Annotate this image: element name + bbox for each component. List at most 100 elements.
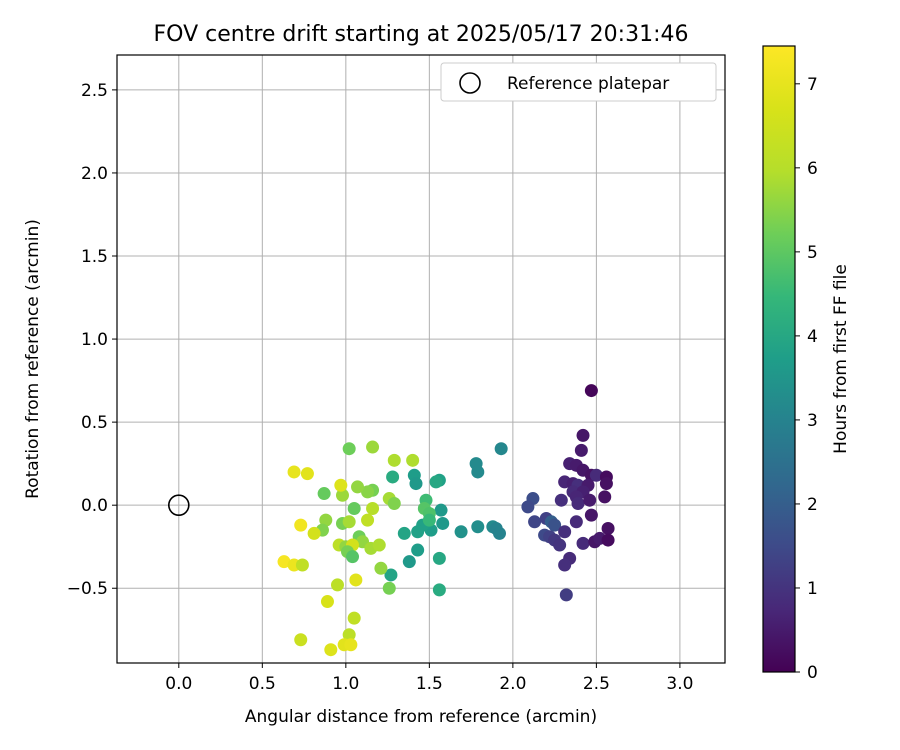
- data-point: [576, 536, 590, 550]
- data-point: [411, 543, 425, 557]
- legend: Reference platepar: [440, 62, 717, 102]
- data-point: [346, 550, 360, 564]
- data-point: [335, 488, 349, 502]
- data-point: [342, 628, 356, 642]
- colorbar-ticks: 0 1 2 3 4 5 6 7: [795, 75, 818, 683]
- data-point: [324, 643, 338, 657]
- data-point: [334, 478, 348, 492]
- data-point: [548, 518, 562, 532]
- data-point: [317, 487, 331, 501]
- colorbar-tick-label: 6: [807, 159, 818, 179]
- data-point: [589, 468, 603, 482]
- data-point: [330, 578, 344, 592]
- colorbar-label: Hours from first FF file: [831, 264, 851, 454]
- colorbar-tick-label: 7: [807, 75, 818, 95]
- data-point: [387, 497, 401, 511]
- data-point: [319, 513, 333, 527]
- x-axis-label: Angular distance from reference (arcmin): [245, 707, 597, 727]
- data-point: [300, 467, 314, 481]
- data-point: [598, 490, 612, 504]
- y-tick-label: 0.0: [81, 496, 108, 516]
- colorbar-tick-label: 5: [807, 243, 818, 263]
- data-point: [347, 611, 361, 625]
- colorbar-tick-label: 2: [807, 495, 818, 515]
- reference-platepar-marker: [168, 494, 190, 516]
- legend-open-circle-icon: [459, 72, 481, 94]
- data-point: [397, 526, 411, 540]
- data-point: [471, 465, 485, 479]
- data-point: [432, 583, 446, 597]
- legend-box: [440, 62, 717, 102]
- data-point: [554, 493, 568, 507]
- colorbar: [762, 45, 796, 673]
- legend-label: Reference platepar: [507, 74, 669, 94]
- data-point: [361, 485, 375, 499]
- data-point: [558, 558, 572, 572]
- data-point: [559, 588, 573, 602]
- x-tick-label: 2.5: [583, 674, 610, 694]
- data-point: [342, 442, 356, 456]
- data-point: [387, 453, 401, 467]
- x-tick-label: 0.0: [165, 674, 192, 694]
- data-point: [434, 503, 448, 517]
- data-point: [366, 502, 380, 516]
- data-point: [402, 555, 416, 569]
- data-point: [601, 521, 615, 535]
- plot-frame: [116, 54, 726, 664]
- y-tick-label: −0.5: [67, 579, 108, 599]
- data-point: [351, 480, 365, 494]
- data-point: [287, 465, 301, 479]
- data-point: [294, 633, 308, 647]
- grid-lines: [117, 55, 725, 663]
- data-point: [583, 493, 597, 507]
- colorbar-tick-label: 4: [807, 327, 818, 347]
- data-point: [277, 555, 291, 569]
- data-point: [361, 513, 375, 527]
- y-tick-label: 0.5: [81, 413, 108, 433]
- data-point: [558, 525, 572, 539]
- data-point: [372, 538, 386, 552]
- data-point: [406, 453, 420, 467]
- data-point: [521, 500, 535, 514]
- data-point: [295, 558, 309, 572]
- data-point: [584, 384, 598, 398]
- data-point: [471, 520, 485, 534]
- data-point: [576, 428, 590, 442]
- x-tick-label: 3.0: [666, 674, 693, 694]
- data-point: [342, 515, 356, 529]
- data-points: [277, 384, 615, 657]
- colorbar-tick-label: 1: [807, 579, 818, 599]
- data-point: [320, 595, 334, 609]
- colorbar-tick-label: 3: [807, 411, 818, 431]
- chart-title: FOV centre drift starting at 2025/05/17 …: [154, 22, 689, 47]
- data-point: [344, 638, 358, 652]
- y-ticks: −0.5 0.0 0.5 1.0 1.5 2.0 2.5: [67, 81, 117, 599]
- x-tick-label: 2.0: [499, 674, 526, 694]
- x-tick-label: 0.5: [249, 674, 276, 694]
- data-point: [436, 516, 450, 530]
- data-point: [307, 526, 321, 540]
- data-point: [366, 440, 380, 454]
- y-axis-label: Rotation from reference (arcmin): [23, 219, 43, 499]
- data-point: [294, 518, 308, 532]
- data-point: [599, 477, 613, 491]
- data-point: [601, 533, 615, 547]
- data-point: [382, 581, 396, 595]
- data-point: [569, 515, 583, 529]
- data-point: [409, 477, 423, 491]
- data-point: [528, 515, 542, 529]
- y-tick-label: 2.0: [81, 164, 108, 184]
- y-tick-label: 1.5: [81, 247, 108, 267]
- data-point: [454, 525, 468, 539]
- data-point: [347, 502, 361, 516]
- data-point: [384, 568, 398, 582]
- y-tick-label: 1.0: [81, 330, 108, 350]
- data-point: [571, 497, 585, 511]
- data-point: [493, 526, 507, 540]
- data-point: [374, 561, 388, 575]
- y-tick-label: 2.5: [81, 81, 108, 101]
- data-point: [386, 470, 400, 484]
- data-point: [349, 573, 363, 587]
- x-ticks: 0.0 0.5 1.0 1.5 2.0 2.5 3.0: [165, 663, 693, 694]
